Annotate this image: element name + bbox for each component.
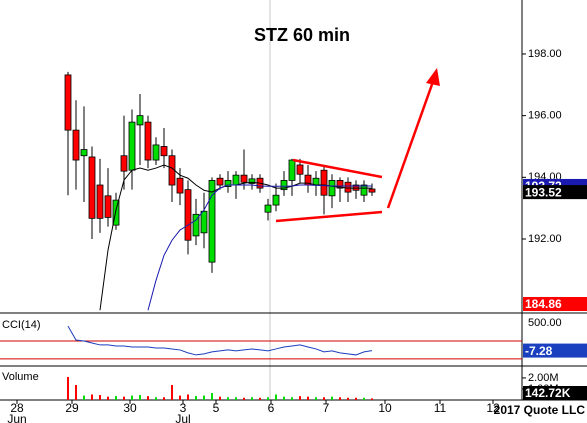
chart-title: STZ 60 min xyxy=(254,25,350,45)
candle-body xyxy=(328,179,336,197)
candle-body xyxy=(248,178,256,184)
candle-body xyxy=(64,74,72,131)
arrow-head xyxy=(426,68,440,86)
candle-body xyxy=(160,146,168,157)
candle-body xyxy=(312,177,320,186)
trend-line xyxy=(292,158,383,179)
x-tick-label: 30 xyxy=(123,401,137,415)
candle-body xyxy=(368,188,376,193)
candle-body xyxy=(88,156,96,219)
y-tick-label: 192.00 xyxy=(528,233,562,245)
candle-body xyxy=(184,189,192,241)
candle-body xyxy=(272,194,280,206)
value-box-label: 142.72K xyxy=(525,386,571,400)
y-tick-label: 198.00 xyxy=(528,48,562,60)
candle-body xyxy=(344,181,352,193)
candle-body xyxy=(224,179,232,187)
cci-line xyxy=(67,325,373,356)
y-tick-label: 196.00 xyxy=(528,110,562,122)
annotation-triangle xyxy=(275,68,440,223)
candle-body xyxy=(208,179,216,263)
candle-body xyxy=(264,204,272,213)
candle-body xyxy=(296,164,304,175)
candle-body xyxy=(200,210,208,234)
candle-body xyxy=(128,121,136,171)
value-box xyxy=(523,185,587,200)
x-tick-label: 29 xyxy=(65,401,79,415)
candle-body xyxy=(120,155,128,172)
y-tick-label: 2.00M xyxy=(528,372,559,384)
panel-label: Volume xyxy=(2,371,39,383)
x-tick-label: 28 xyxy=(10,401,24,415)
candle-body xyxy=(320,169,328,196)
value-box xyxy=(523,297,587,311)
value-box xyxy=(523,386,587,400)
x-tick-label: 5 xyxy=(213,401,220,415)
candle-body xyxy=(336,179,344,189)
x-tick-label: 12 xyxy=(486,401,500,415)
candle-body xyxy=(216,177,224,186)
value-box-label: -7.28 xyxy=(525,344,553,358)
plot-layer: 192.00194.00196.00198.00193.72193.52184.… xyxy=(0,48,587,423)
candle-body xyxy=(360,184,368,196)
credit: 2017 Quote LLC xyxy=(494,403,586,417)
x-tick-label: 7 xyxy=(323,401,330,415)
candle-body xyxy=(144,121,152,161)
x-tick-label: 11 xyxy=(434,401,447,415)
candle-body xyxy=(176,177,184,194)
candle-body xyxy=(288,159,296,181)
moving-average xyxy=(147,184,372,311)
candle-body xyxy=(280,179,288,191)
x-tick-label: 6 xyxy=(268,401,275,415)
candle-body xyxy=(112,199,120,226)
candle-body xyxy=(80,149,88,157)
candle-body xyxy=(104,195,112,218)
trend-line xyxy=(275,210,383,223)
candle-body xyxy=(136,115,144,126)
candle-body xyxy=(192,213,200,237)
value-box-label: 193.52 xyxy=(525,185,562,199)
scale-label: 500.00 xyxy=(528,317,562,329)
candle-body xyxy=(240,174,248,183)
value-box-label: 184.86 xyxy=(525,297,562,311)
candle-body xyxy=(152,144,160,161)
panel-label: CCI(14) xyxy=(2,319,41,331)
month-label: Jun xyxy=(7,412,26,423)
candle-body xyxy=(96,184,104,219)
candles xyxy=(64,71,376,311)
arrow-shaft xyxy=(386,75,437,209)
candle-body xyxy=(232,174,240,186)
x-tick-label: 10 xyxy=(378,401,392,415)
month-label: Jul xyxy=(175,412,190,423)
value-box xyxy=(523,343,587,358)
x-tick-label: 3 xyxy=(180,401,187,415)
candle-body xyxy=(72,129,80,161)
